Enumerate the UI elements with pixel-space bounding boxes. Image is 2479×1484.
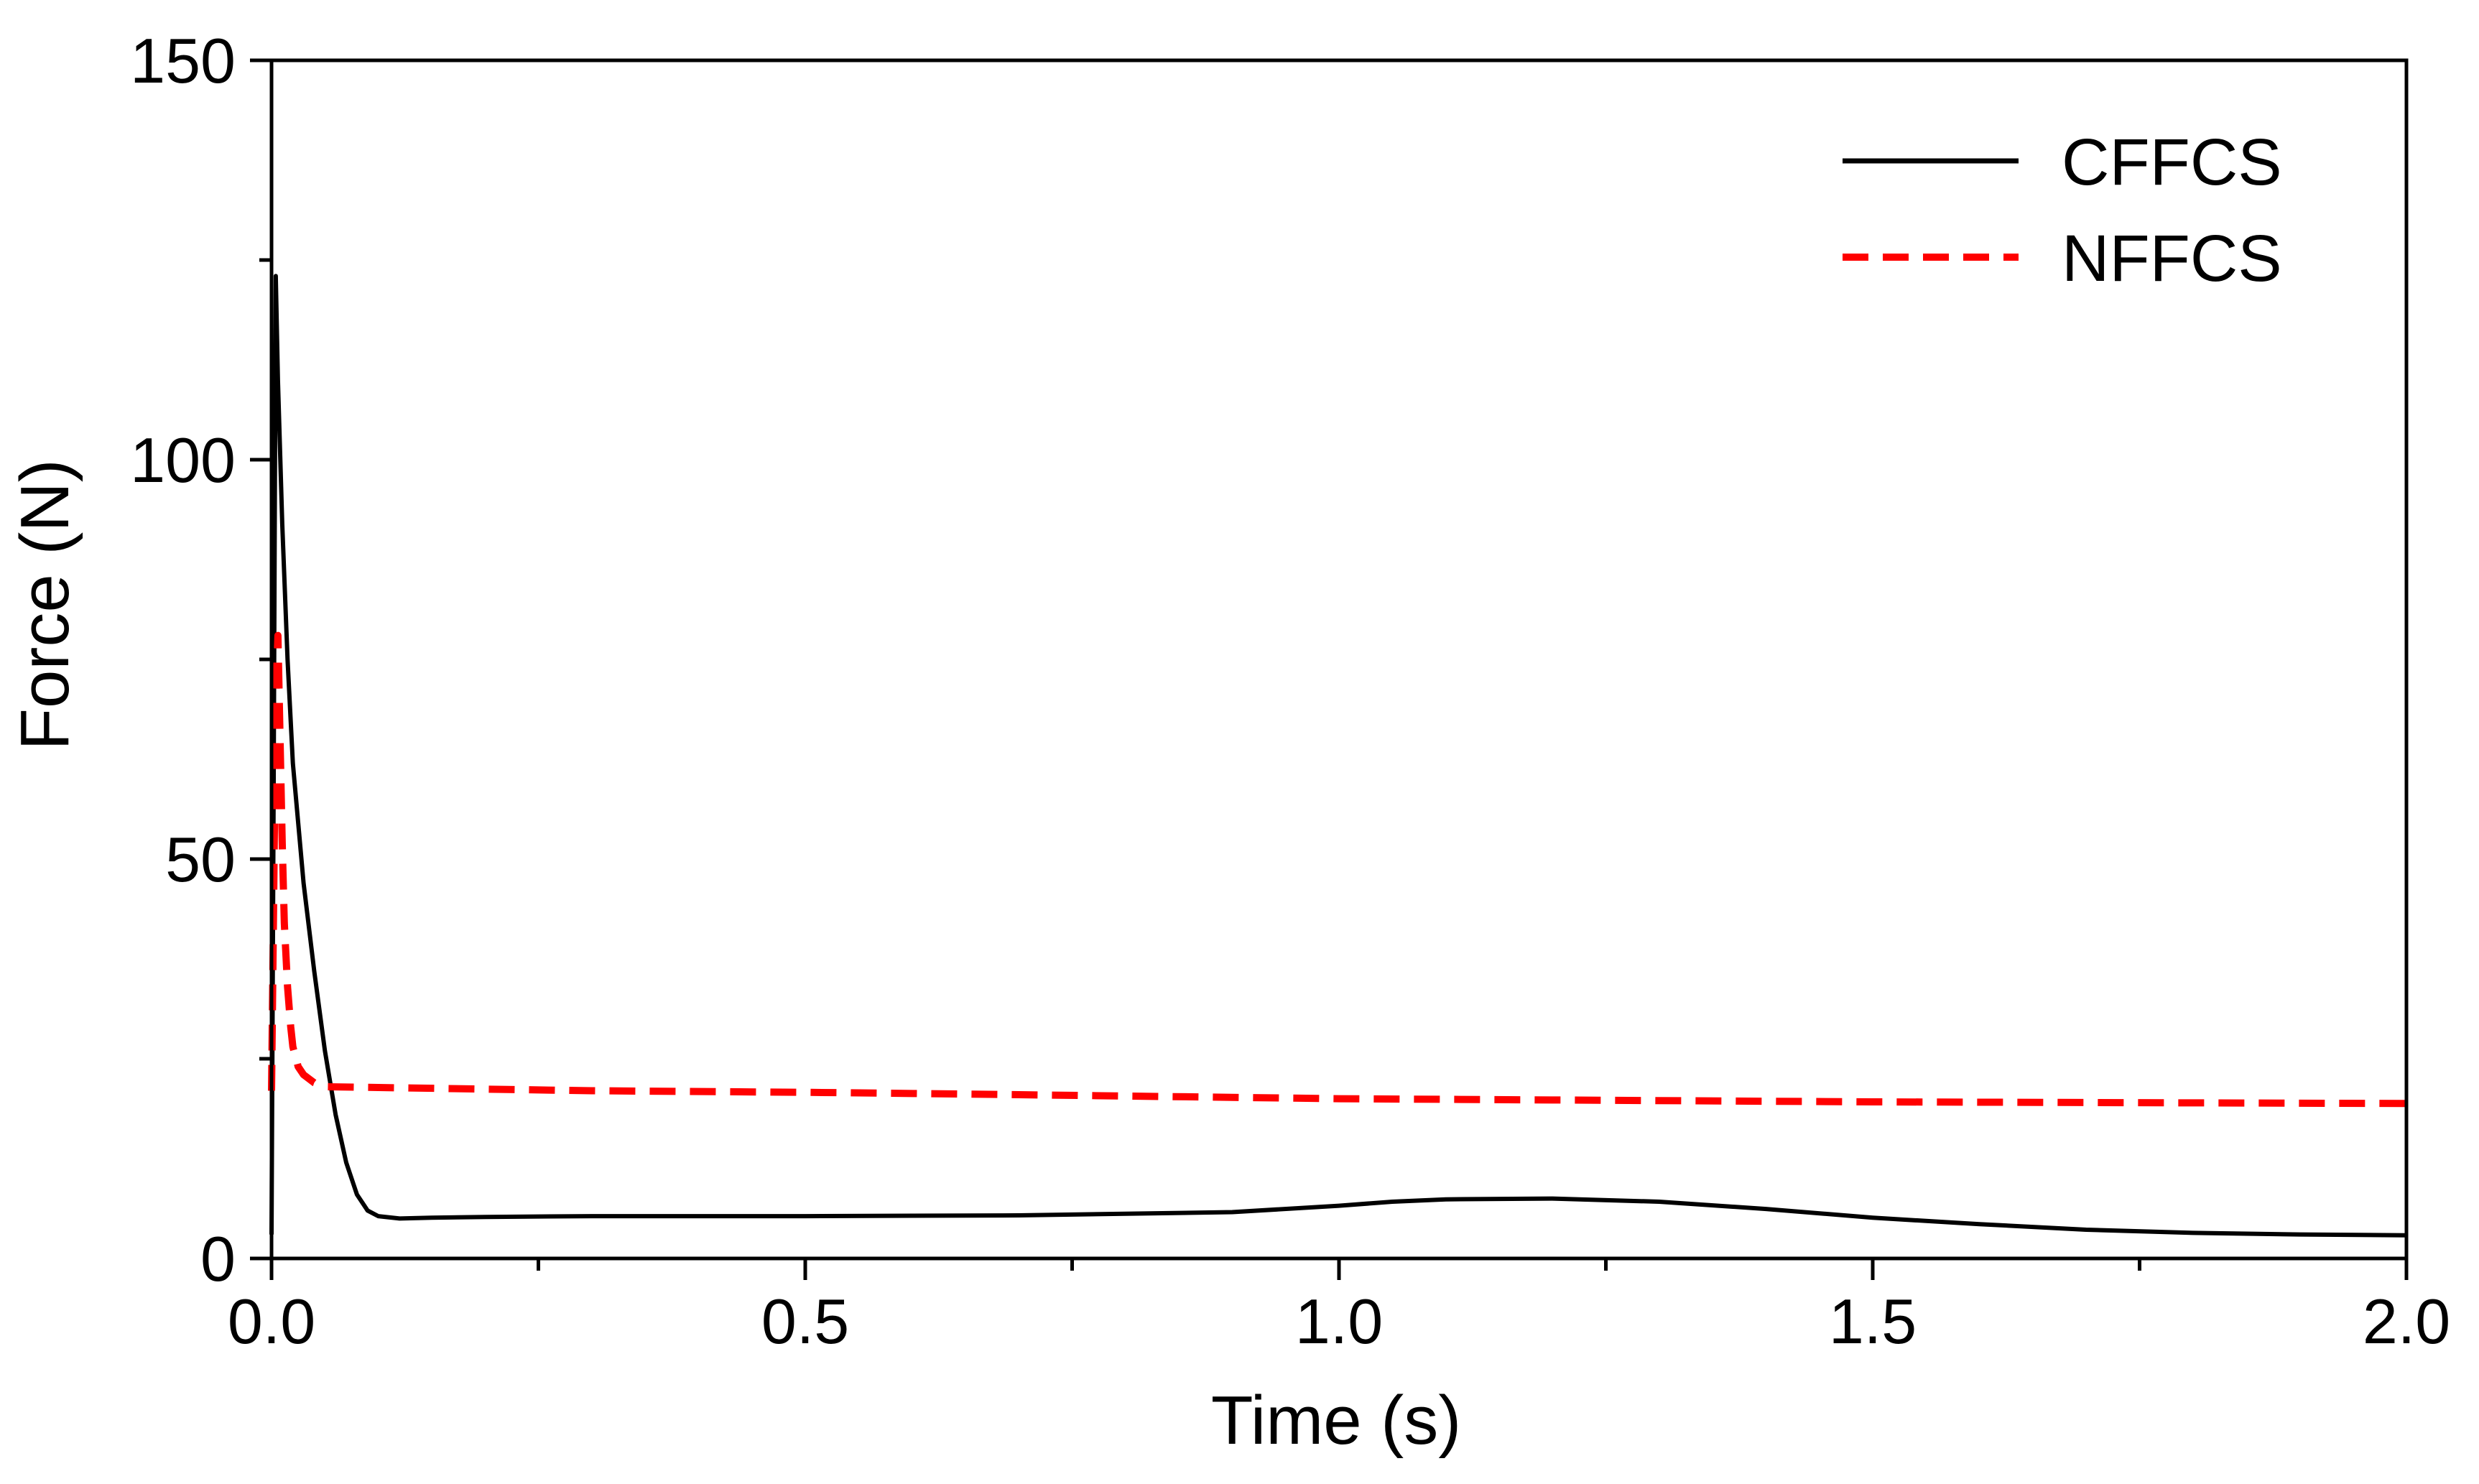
y-tick-label-0: 0	[200, 1223, 236, 1294]
x-tick-label-4: 2.0	[2363, 1286, 2450, 1357]
y-axis-title: Force (N)	[6, 459, 83, 750]
series-line-nffcs	[268, 631, 2407, 1108]
plot-lines	[268, 274, 2407, 1238]
series-line-cffcs	[269, 274, 2407, 1238]
y-tick-label-3: 150	[130, 25, 236, 96]
legend: CFFCS NFFCS	[1843, 126, 2282, 295]
x-tick-label-1: 0.5	[761, 1286, 849, 1357]
legend-label-nffcs: NFFCS	[2062, 222, 2282, 295]
axis-ticks: 0.0 0.5 1.0 1.5 2.0 0 50 100 150	[130, 25, 2450, 1357]
x-tick-label-0: 0.0	[228, 1286, 315, 1357]
x-axis-title: Time (s)	[1211, 1382, 1461, 1459]
x-tick-label-3: 1.5	[1829, 1286, 1917, 1357]
y-tick-label-1: 50	[165, 824, 236, 895]
legend-label-cffcs: CFFCS	[2062, 126, 2282, 199]
y-tick-label-2: 100	[130, 425, 236, 496]
x-tick-label-2: 1.0	[1295, 1286, 1383, 1357]
